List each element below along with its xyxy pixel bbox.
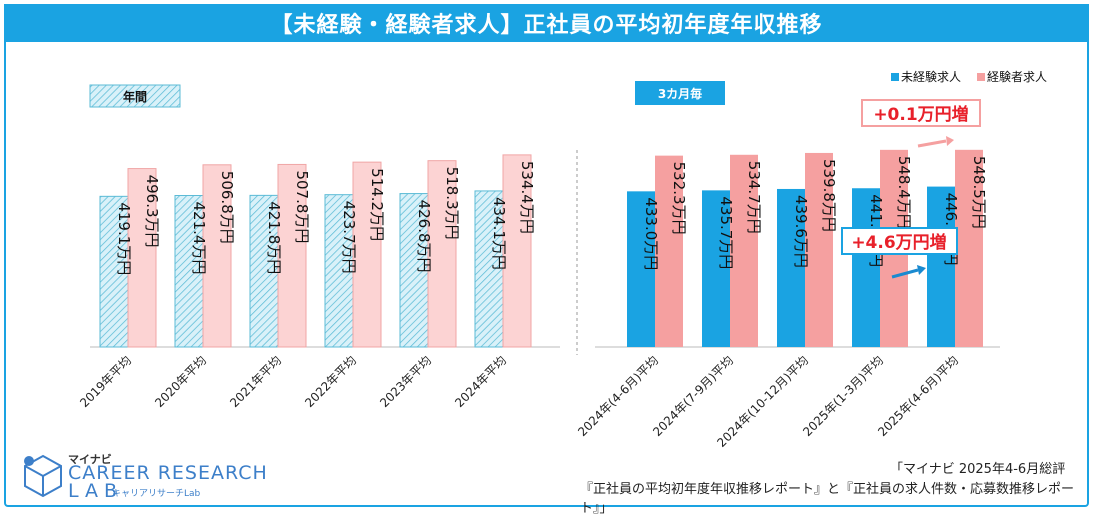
bar-unexperienced bbox=[777, 188, 805, 347]
logo-brand: マイナビ bbox=[68, 453, 112, 466]
data-label-unexperienced: 434.1万円 bbox=[490, 197, 508, 270]
data-label-unexperienced: 421.4万円 bbox=[190, 202, 208, 275]
bar-experienced bbox=[127, 168, 157, 348]
bar-unexperienced bbox=[474, 190, 504, 348]
data-label-experienced: 548.4万円 bbox=[895, 156, 913, 229]
data-label-unexperienced: 423.7万円 bbox=[340, 201, 358, 274]
bar-experienced bbox=[502, 154, 532, 348]
annotation-unexperienced: +4.6万円増 bbox=[851, 232, 946, 253]
bar-experienced bbox=[427, 160, 457, 348]
annotation-arrowhead-experienced bbox=[946, 136, 954, 146]
data-label-unexperienced: 439.6万円 bbox=[792, 195, 810, 268]
source-line-2: 『正社員の平均初年度年収推移レポート』と『正社員の求人件数・応募数推移レポート』… bbox=[580, 482, 1075, 516]
bar-experienced bbox=[277, 163, 307, 348]
data-label-experienced: 534.4万円 bbox=[518, 161, 536, 234]
group-label-box-annual bbox=[89, 84, 181, 108]
logo-sub: キャリアリサーチLab bbox=[112, 489, 201, 499]
group-label-box-quarterly bbox=[635, 81, 725, 105]
data-label-unexperienced: 426.8万円 bbox=[415, 200, 433, 273]
annotation-box-unexperienced bbox=[841, 227, 958, 255]
data-label-unexperienced: 433.0万円 bbox=[642, 197, 660, 270]
data-label-unexperienced: 419.1万円 bbox=[115, 202, 133, 275]
chart-title: 【未経験・経験者求人】正社員の平均初年度年収推移 bbox=[4, 4, 1089, 42]
bar-unexperienced bbox=[852, 188, 880, 347]
annotation-box-experienced bbox=[861, 99, 981, 127]
annotation-arrow-experienced bbox=[917, 139, 947, 148]
bar-unexperienced bbox=[399, 193, 429, 348]
data-label-experienced: 496.3万円 bbox=[143, 175, 161, 248]
data-label-experienced: 539.8万円 bbox=[820, 159, 838, 232]
bar-experienced bbox=[805, 152, 833, 347]
data-label-experienced: 506.8万円 bbox=[218, 171, 236, 244]
data-label-experienced: 534.7万円 bbox=[745, 161, 763, 234]
logo-line-2: LAB bbox=[68, 480, 124, 502]
bar-unexperienced bbox=[324, 194, 354, 348]
legend-label-unexperienced: 未経験求人 bbox=[901, 69, 961, 84]
bar-unexperienced bbox=[627, 191, 655, 347]
annotation-arrowhead-unexperienced bbox=[917, 265, 926, 275]
group-label-annual: 年間 bbox=[123, 89, 147, 104]
bar-experienced bbox=[955, 149, 983, 347]
data-label-experienced: 518.3万円 bbox=[443, 167, 461, 240]
logo-cube-icon bbox=[24, 454, 62, 498]
annotation-arrow-unexperienced bbox=[891, 268, 919, 279]
data-label-unexperienced: 435.7万円 bbox=[717, 196, 735, 269]
legend-swatch-unexperienced bbox=[891, 73, 899, 81]
data-label-experienced: 532.3万円 bbox=[670, 162, 688, 235]
bar-experienced bbox=[730, 154, 758, 347]
bar-unexperienced bbox=[174, 195, 204, 348]
logo-line-1: CAREER RESEARCH bbox=[68, 462, 268, 484]
bar-experienced bbox=[202, 164, 232, 348]
data-label-unexperienced: 421.8万円 bbox=[265, 201, 283, 274]
source-line-1: 「マイナビ 2025年4-6月総評 bbox=[890, 462, 1066, 477]
bar-experienced bbox=[352, 161, 382, 348]
data-label-experienced: 507.8万円 bbox=[293, 170, 311, 243]
bar-unexperienced bbox=[249, 194, 279, 348]
data-label-experienced: 548.5万円 bbox=[970, 156, 988, 229]
bar-unexperienced bbox=[702, 190, 730, 347]
legend-swatch-experienced bbox=[977, 73, 985, 81]
bar-unexperienced bbox=[927, 186, 955, 347]
annotation-experienced: +0.1万円増 bbox=[873, 104, 968, 125]
data-label-experienced: 514.2万円 bbox=[368, 168, 386, 241]
bar-experienced bbox=[655, 155, 683, 347]
legend-label-experienced: 経験者求人 bbox=[987, 69, 1047, 84]
group-label-quarterly: 3カ月毎 bbox=[658, 86, 702, 101]
